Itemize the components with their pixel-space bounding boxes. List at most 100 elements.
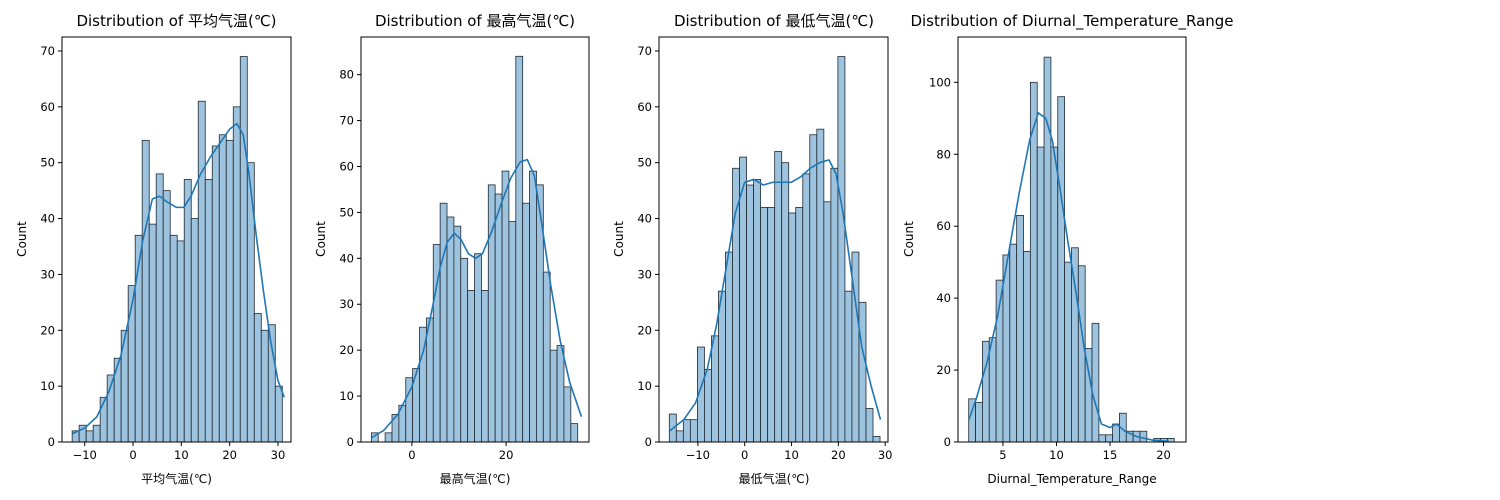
x-axis-label: 最高气温(℃) [440, 471, 511, 486]
y-tick-label: 60 [936, 219, 951, 233]
x-tick-label: 10 [174, 448, 189, 462]
x-axis-label: 平均气温(℃) [141, 471, 212, 486]
y-tick-label: 60 [339, 159, 354, 173]
histogram-bar [739, 156, 747, 443]
x-tick-label: 30 [271, 448, 286, 462]
y-tick-label: 20 [40, 323, 55, 337]
histogram-bar [823, 201, 832, 443]
histogram-bar [975, 402, 983, 443]
histogram-bar [494, 193, 503, 443]
x-tick-label: 10 [784, 448, 799, 462]
y-tick-label: 0 [48, 435, 55, 449]
y-axis-label: Count [314, 221, 328, 257]
histogram-bar [549, 349, 558, 443]
histogram-bar [563, 386, 572, 443]
axes-frame [658, 36, 889, 443]
x-tick-label: −10 [686, 448, 710, 462]
histogram-bar [689, 419, 698, 443]
histogram-bar [391, 414, 400, 443]
histogram-bar [239, 56, 248, 443]
x-tick-label: 30 [878, 448, 893, 462]
y-tick-label: 10 [637, 379, 652, 393]
y-tick-label: 100 [929, 75, 951, 89]
y-tick-label: 0 [347, 435, 354, 449]
histogram-bar [267, 324, 276, 443]
histogram-bar [522, 202, 530, 443]
histogram-bar [1057, 96, 1066, 443]
y-tick-label: 10 [40, 379, 55, 393]
histogram-bar [858, 301, 867, 443]
histogram-bar [439, 202, 448, 443]
histogram-bars [71, 56, 283, 443]
histogram-bar [425, 317, 434, 443]
histogram-bar [260, 329, 269, 443]
histogram-bar [225, 139, 234, 443]
histogram-bar [481, 290, 489, 443]
histogram-bar [795, 206, 804, 443]
histogram-bars [370, 55, 579, 443]
histogram-bar [474, 253, 482, 443]
kde-curve [967, 112, 1169, 443]
histogram-bar [1016, 214, 1024, 443]
histogram-bar [844, 290, 853, 443]
histogram-bar [774, 151, 783, 443]
histogram-bars [968, 56, 1175, 443]
y-tick-label: 70 [40, 44, 55, 58]
y-tick-label: 80 [936, 147, 951, 161]
histogram-bar [162, 190, 171, 443]
histogram-bar [1023, 250, 1031, 443]
kde-curve [669, 159, 882, 432]
histogram-bar [515, 55, 524, 443]
x-tick-label: 15 [1103, 448, 1118, 462]
chart-title: Distribution of 最低气温(℃) [674, 12, 874, 30]
histogram-bar [711, 335, 719, 443]
histogram-bar [781, 162, 790, 443]
histogram-bar [988, 337, 997, 443]
chart-title: Distribution of Diurnal_Temperature_Rang… [910, 12, 1233, 31]
histogram-bar [1036, 146, 1045, 443]
x-tick-label: 20 [831, 448, 846, 462]
histogram-bar [274, 385, 283, 443]
y-tick-label: 30 [637, 267, 652, 281]
histogram-bar [570, 423, 579, 443]
y-tick-label: 50 [40, 156, 55, 170]
y-tick-label: 80 [339, 68, 354, 82]
histogram-bar [788, 212, 797, 443]
histogram-bar [141, 139, 150, 443]
histogram-bar [746, 184, 754, 443]
y-axis-label: Count [15, 221, 29, 257]
histogram-bar [1098, 434, 1107, 443]
histogram-bar [1071, 247, 1079, 443]
histogram-bar [1077, 265, 1086, 443]
histogram-bar [816, 128, 825, 443]
histogram-bar [460, 257, 469, 443]
y-tick-label: 70 [339, 114, 354, 128]
chart-title: Distribution of 平均气温(℃) [76, 12, 276, 30]
histogram-bar [218, 134, 227, 443]
x-tick-label: 20 [222, 448, 237, 462]
histogram-bar [155, 173, 164, 443]
x-axis-label: Diurnal_Temperature_Range [987, 472, 1156, 486]
histogram-bar [467, 290, 475, 443]
histogram-bar [211, 145, 220, 443]
y-tick-label: 70 [637, 44, 652, 58]
histogram-bar [92, 424, 101, 443]
histogram-bar [446, 216, 455, 443]
histogram-bar [508, 221, 517, 443]
histogram-bar [704, 368, 712, 443]
y-tick-label: 30 [339, 297, 354, 311]
y-tick-label: 50 [637, 156, 652, 170]
y-tick-label: 10 [339, 389, 354, 403]
histogram-bar [453, 225, 462, 443]
histogram-bar [169, 234, 178, 443]
histogram-bar [872, 436, 881, 443]
axes-frame [61, 36, 292, 443]
histogram-bar [1091, 322, 1100, 443]
y-tick-label: 0 [645, 435, 652, 449]
histogram-bar [85, 430, 94, 443]
histogram-bar [556, 345, 565, 443]
histogram-bar [1043, 56, 1052, 443]
histogram-bar [1064, 261, 1072, 443]
histogram-bar [1105, 434, 1113, 443]
histogram-bar [760, 206, 769, 443]
